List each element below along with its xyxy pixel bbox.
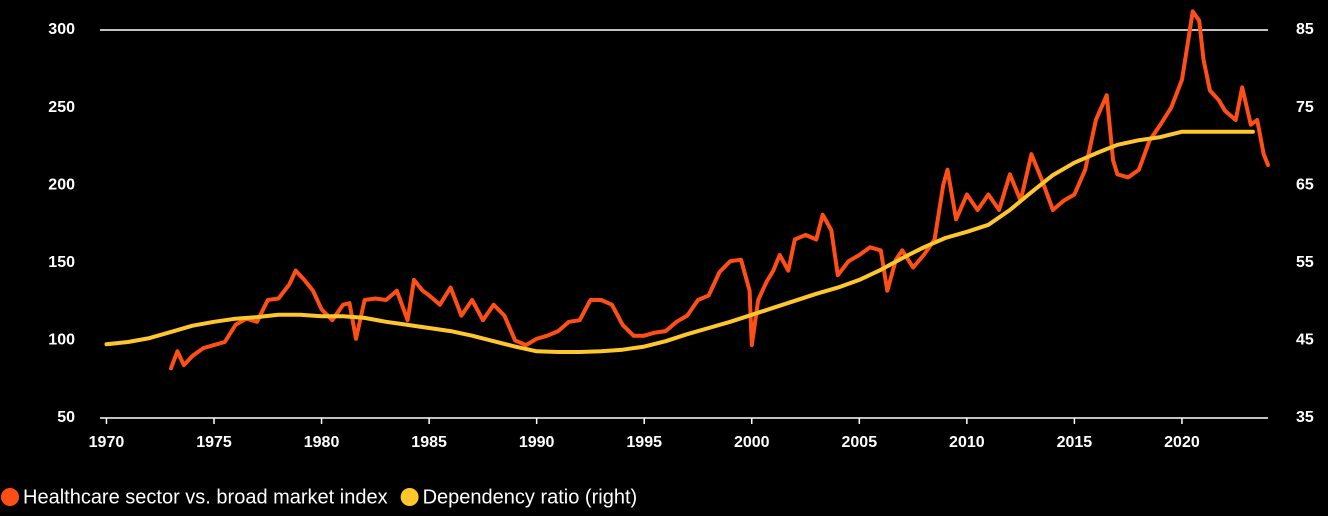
y2-tick-label: 55: [1296, 254, 1314, 271]
y2-tick-label: 65: [1296, 176, 1314, 193]
y2-tick-label: 85: [1296, 21, 1314, 38]
x-tick-label: 2010: [949, 434, 985, 451]
series-line: [104, 129, 1255, 354]
y-tick-label: 50: [57, 409, 75, 426]
x-tick-label: 1985: [411, 434, 447, 451]
legend-marker: [1, 488, 19, 506]
series-line: [169, 9, 1270, 371]
y2-tick-label: 35: [1296, 409, 1314, 426]
x-tick-label: 1995: [626, 434, 662, 451]
y2-tick-label: 75: [1296, 99, 1314, 116]
y-tick-label: 250: [48, 99, 75, 116]
y-tick-label: 100: [48, 332, 75, 349]
x-tick-label: 1980: [304, 434, 340, 451]
legend-label: Healthcare sector vs. broad market index: [23, 486, 388, 508]
y-tick-label: 150: [48, 254, 75, 271]
y2-tick-label: 45: [1296, 332, 1314, 349]
x-tick-label: 1975: [196, 434, 232, 451]
y-tick-label: 300: [48, 21, 75, 38]
x-tick-label: 2005: [842, 434, 878, 451]
legend-label: Dependency ratio (right): [423, 486, 638, 508]
legend-marker: [400, 488, 419, 506]
x-tick-label: 2020: [1164, 434, 1200, 451]
x-tick-label: 1970: [89, 434, 125, 451]
y-tick-label: 200: [48, 176, 75, 193]
x-tick-label: 2015: [1057, 434, 1093, 451]
x-tick-label: 2000: [734, 434, 770, 451]
x-tick-label: 1990: [519, 434, 555, 451]
